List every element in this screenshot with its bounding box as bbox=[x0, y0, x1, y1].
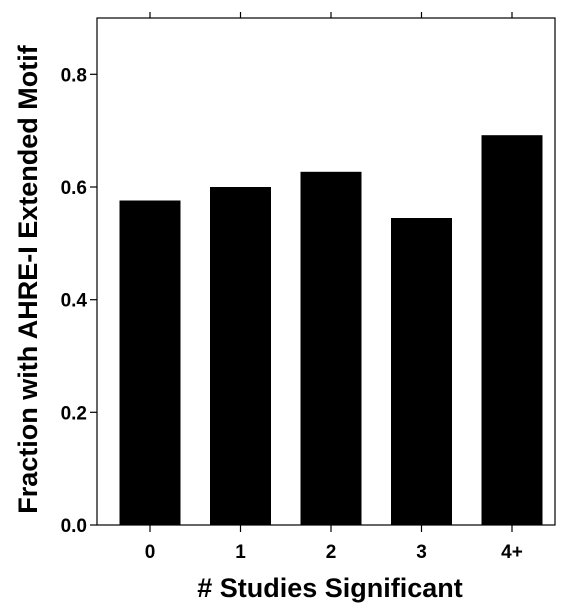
bar-3 bbox=[391, 218, 452, 525]
x-axis-title: # Studies Significant bbox=[197, 573, 463, 603]
y-ticks-group: 0.0 0.2 0.4 0.6 0.8 bbox=[61, 65, 97, 537]
x-tick-label: 0 bbox=[145, 542, 156, 563]
y-tick-label: 0.6 bbox=[61, 178, 87, 199]
y-tick-label: 0.8 bbox=[61, 65, 87, 86]
x-tick-label: 1 bbox=[235, 542, 246, 563]
y-axis-title: Fraction with AHRE-I Extended Motif bbox=[13, 44, 43, 514]
bar-4+ bbox=[481, 135, 543, 525]
x-tick-label: 4+ bbox=[501, 542, 523, 563]
plot-frame bbox=[96, 17, 556, 526]
y-tick-label: 0.2 bbox=[61, 403, 87, 424]
x-tick-label: 2 bbox=[326, 542, 337, 563]
x-tick-label: 3 bbox=[416, 542, 427, 563]
bar-0 bbox=[119, 200, 181, 525]
bar-1 bbox=[210, 187, 271, 525]
x-ticks-group: 0 1 2 3 4+ bbox=[145, 12, 523, 563]
bars-group bbox=[119, 135, 543, 526]
y-tick-label: 0.0 bbox=[61, 516, 87, 537]
y-tick-label: 0.4 bbox=[61, 291, 88, 312]
bar-2 bbox=[300, 171, 362, 526]
